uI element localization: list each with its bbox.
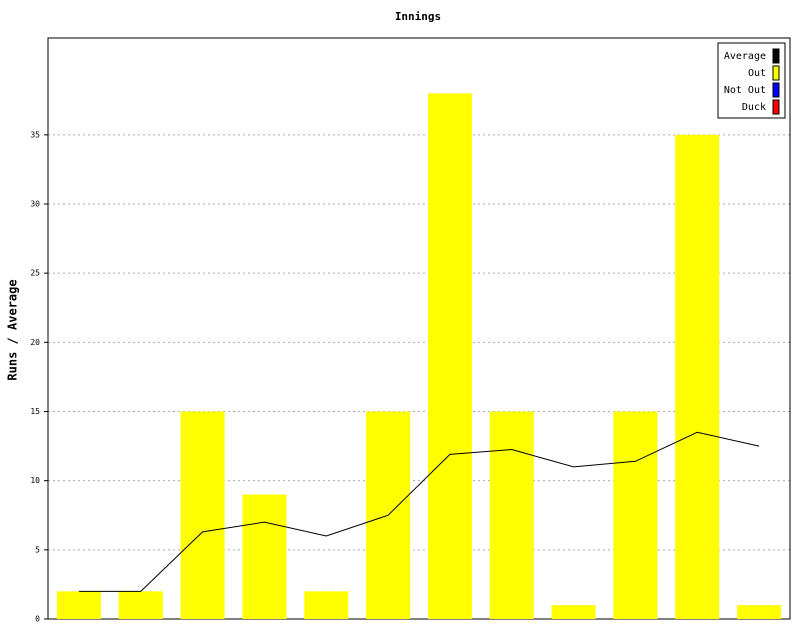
bar (613, 411, 658, 619)
legend-label: Out (748, 68, 766, 79)
y-tick-label: 25 (30, 269, 40, 278)
legend-swatch (772, 65, 780, 81)
line (78, 431, 760, 592)
y-tick-label: 10 (30, 476, 40, 485)
bar (56, 591, 101, 619)
legend-swatch (772, 48, 780, 64)
legend-swatch (772, 82, 780, 98)
y-tick-label: 30 (30, 200, 40, 209)
bar (675, 134, 720, 620)
legend-label: Duck (742, 102, 766, 113)
bar (489, 411, 534, 619)
plot-frame (47, 37, 791, 620)
legend-label: Average (724, 51, 766, 62)
bar (304, 591, 349, 619)
y-tick-label: 5 (35, 545, 40, 554)
y-axis-label: Runs / Average (6, 279, 20, 380)
bar (242, 494, 287, 619)
chart-title: Innings (395, 10, 441, 23)
y-tick-label: 15 (30, 407, 40, 416)
y-tick-label: 35 (30, 130, 40, 139)
y-tick-label: 0 (35, 615, 40, 624)
y-tick-label: 20 (30, 338, 40, 347)
bar (180, 411, 225, 619)
bar (551, 605, 596, 619)
bar (118, 591, 163, 619)
bar (737, 605, 782, 619)
legend-swatch (772, 99, 780, 115)
legend-label: Not Out (724, 85, 766, 96)
bar (427, 93, 472, 620)
